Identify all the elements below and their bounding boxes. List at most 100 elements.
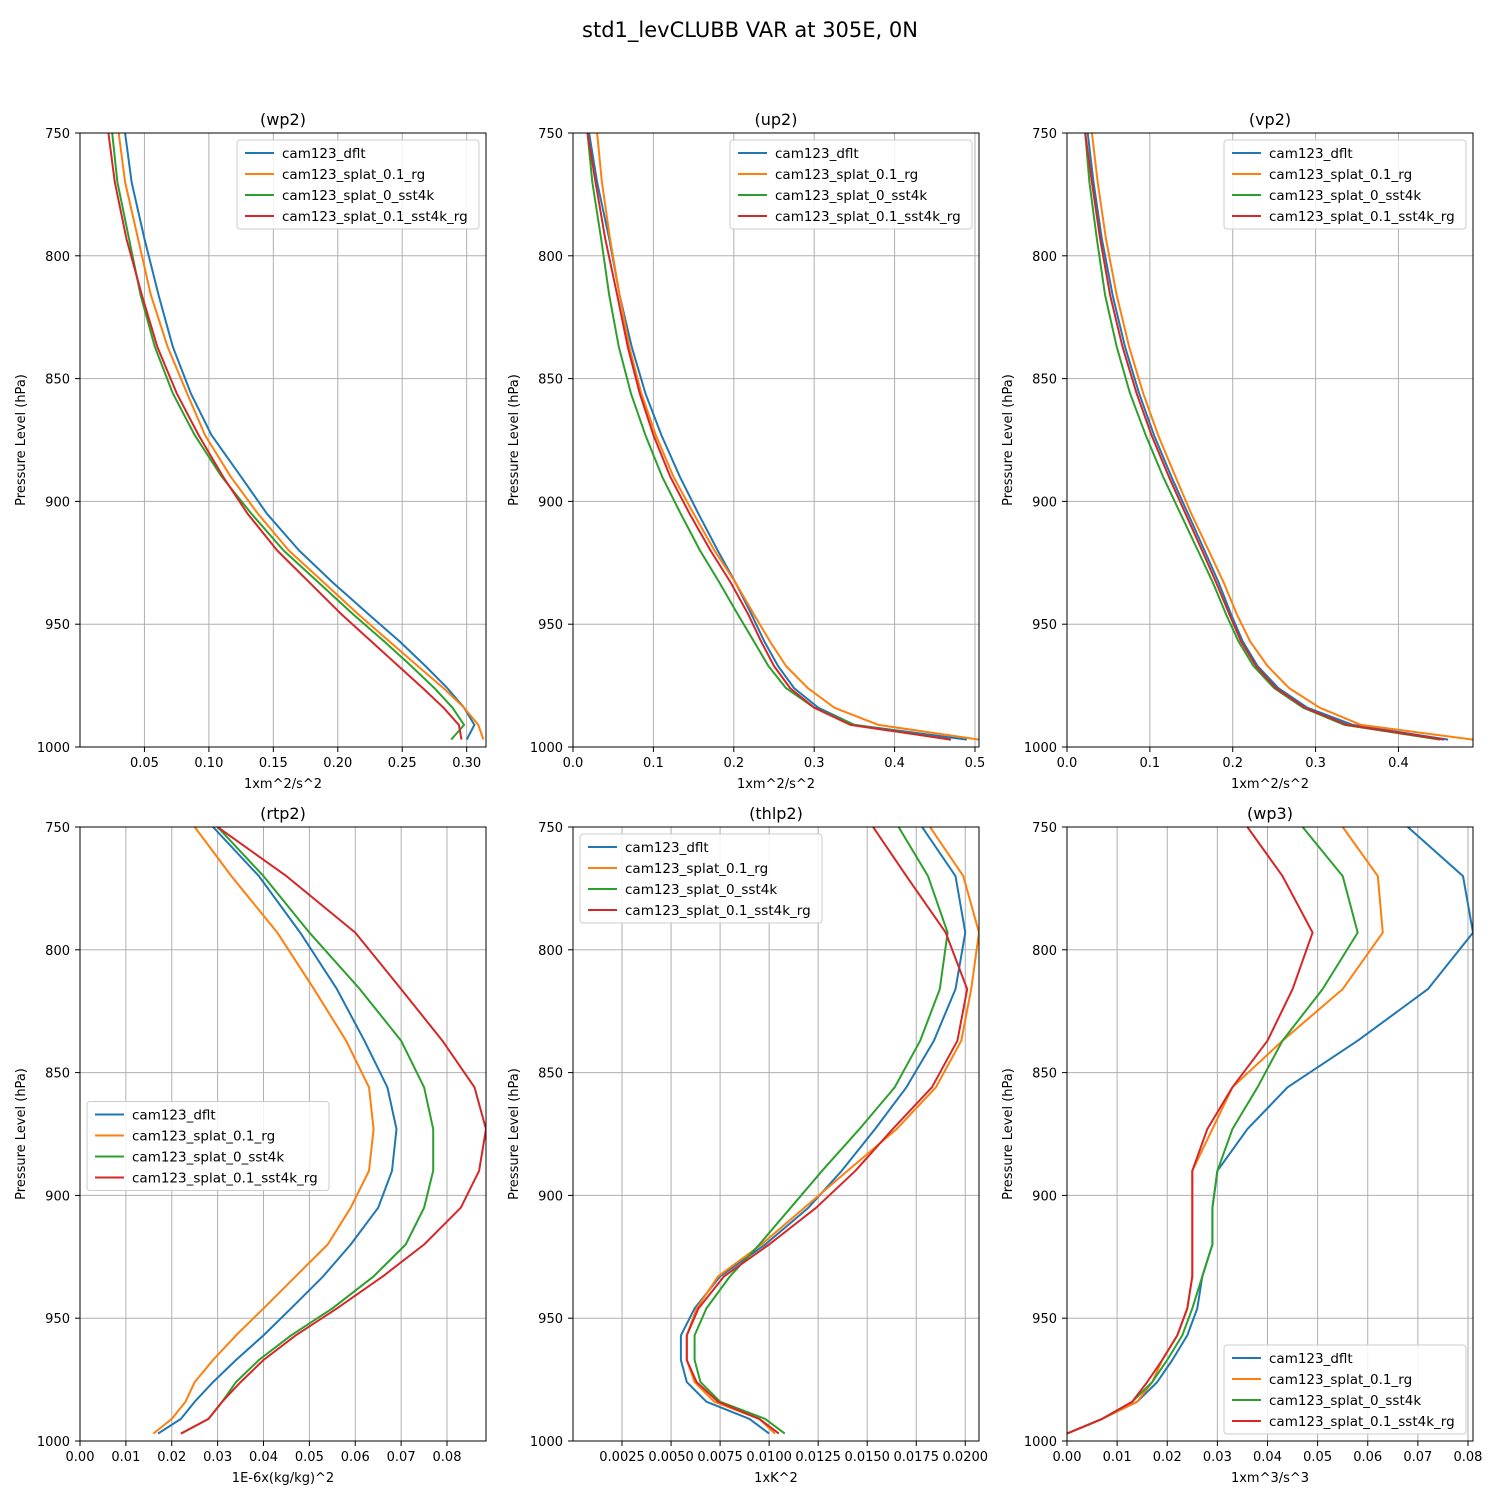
y-tick-label: 750 (538, 821, 563, 836)
x-tick-label: 0.03 (203, 1450, 232, 1465)
x-tick-label: 0.05 (1303, 1450, 1332, 1465)
legend-box (1223, 1344, 1467, 1435)
chart-panel-up2: 0.0 0.1 0.2 0.3 0.4 0.5 750 800 850 900 950 1000 (up… (507, 110, 985, 792)
series-line-cam123_splat_0.1_rg (117, 133, 485, 740)
legend-entry-label: cam123_dflt (1269, 1351, 1353, 1367)
y-tick-label: 750 (1032, 127, 1057, 142)
x-tick-label: 0.03 (1203, 1450, 1232, 1465)
series-line-cam123_dflt (124, 133, 476, 741)
x-tick-label: 0.04 (249, 1450, 278, 1465)
legend-entry-label: cam123_dflt (132, 1108, 216, 1124)
x-tick-label: 0.0100 (746, 1450, 792, 1465)
x-tick-label: 0.3 (804, 756, 825, 771)
legend-entry-label: cam123_splat_0.1_rg (1269, 167, 1412, 183)
chart-panel-wp2: 0.05 0.10 0.15 0.20 0.25 0.30 750 800 850 900 950 1… (14, 110, 487, 792)
series-line-cam123_splat_0.1_sst4k_rg (1084, 133, 1445, 741)
y-tick-label: 800 (1032, 944, 1057, 959)
y-tick-label: 900 (538, 495, 563, 510)
legend-entry-label: cam123_splat_0.1_sst4k_rg (1269, 209, 1455, 225)
y-tick-label: 900 (45, 495, 70, 510)
y-tick-label: 750 (45, 127, 70, 142)
y-tick-label: 900 (1032, 495, 1057, 510)
panel-title: (wp2) (260, 110, 306, 129)
y-tick-label: 850 (538, 373, 563, 388)
legend-entry-label: cam123_splat_0.1_rg (625, 861, 768, 877)
x-tick-label: 0.15 (259, 756, 288, 771)
x-tick-label: 0.4 (884, 756, 905, 771)
y-tick-label: 900 (1032, 1189, 1057, 1204)
legend-entry-label: cam123_splat_0.1_sst4k_rg (282, 209, 468, 225)
legend-entry-label: cam123_splat_0.1_sst4k_rg (625, 903, 811, 919)
x-tick-label: 0.05 (295, 1450, 324, 1465)
y-tick-label: 750 (538, 127, 563, 142)
panel-title: (vp2) (1249, 110, 1291, 129)
panel-title: (rtp2) (260, 804, 306, 823)
x-axis-label: 1xK^2 (754, 1471, 798, 1486)
chart-panel-wp3: 0.00 0.01 0.02 0.03 0.04 0.05 0.06 0.07 0.08 750 8… (1001, 804, 1482, 1486)
x-tick-label: 0.4 (1388, 756, 1409, 771)
x-tick-label: 0.0125 (795, 1450, 841, 1465)
legend-entry-label: cam123_dflt (1269, 146, 1353, 162)
y-tick-label: 950 (1032, 618, 1057, 633)
series-line-cam123_dflt (679, 827, 967, 1435)
x-axis-label: 1xm^2/s^2 (737, 777, 815, 792)
x-tick-label: 0.0025 (599, 1450, 645, 1465)
legend-box (1223, 139, 1467, 230)
legend-entry-label: cam123_splat_0_sst4k (775, 188, 927, 204)
y-tick-label: 1000 (530, 1435, 563, 1450)
y-axis-label: Pressure Level (hPa) (14, 1068, 29, 1200)
legend-box (729, 139, 973, 230)
x-axis-label: 1xm^3/s^3 (1231, 1471, 1309, 1486)
legend-entry-label: cam123_splat_0.1_sst4k_rg (1269, 1414, 1455, 1430)
series-line-cam123_splat_0.1_sst4k_rg (180, 827, 486, 1435)
legend-entry-label: cam123_splat_0.1_sst4k_rg (775, 209, 961, 225)
series-line-cam123_splat_0.1_sst4k_rg (586, 133, 952, 741)
axes-frame (79, 132, 487, 748)
axes-frame (1066, 826, 1474, 1442)
x-axis-label: 1E-6x(kg/kg)^2 (232, 1471, 334, 1486)
y-tick-label: 850 (1032, 373, 1057, 388)
x-tick-label: 0.02 (157, 1450, 186, 1465)
x-tick-label: 0.05 (130, 756, 159, 771)
y-tick-label: 750 (45, 821, 70, 836)
y-tick-label: 1000 (1024, 741, 1057, 756)
chart-panel-rtp2: 0.00 0.01 0.02 0.03 0.04 0.05 0.06 0.07 0.08 750 8… (14, 804, 487, 1486)
y-tick-label: 850 (45, 1067, 70, 1082)
series-line-cam123_splat_0_sst4k (586, 133, 952, 741)
x-tick-label: 0.01 (111, 1450, 140, 1465)
x-tick-label: 0.2 (1222, 756, 1243, 771)
x-tick-label: 0.0175 (893, 1450, 939, 1465)
y-axis-label: Pressure Level (hPa) (507, 1068, 522, 1200)
series-line-cam123_splat_0.1_rg (152, 827, 375, 1435)
legend-entry-label: cam123_splat_0_sst4k (282, 188, 434, 204)
legend-entry-label: cam123_splat_0_sst4k (132, 1150, 284, 1166)
x-tick-label: 0.0075 (697, 1450, 743, 1465)
legend-box (236, 139, 480, 230)
legend-entry-label: cam123_splat_0_sst4k (625, 882, 777, 898)
panel-title: (thlp2) (749, 804, 803, 823)
legend: cam123_dflt cam123_splat_0.1_rg cam123_spl… (579, 833, 823, 924)
series-line-cam123_splat_0.1_rg (596, 133, 979, 741)
legend-entry-label: cam123_splat_0.1_rg (1269, 1372, 1412, 1388)
y-tick-label: 950 (1032, 1312, 1057, 1327)
y-axis-label: Pressure Level (hPa) (14, 374, 29, 506)
legend-box (579, 833, 823, 924)
y-axis-label: Pressure Level (hPa) (507, 374, 522, 506)
legend-entry-label: cam123_splat_0.1_sst4k_rg (132, 1171, 318, 1187)
x-tick-label: 0.08 (433, 1450, 462, 1465)
legend-entry-label: cam123_dflt (625, 840, 709, 856)
y-tick-label: 800 (45, 250, 70, 265)
axes-frame (1066, 132, 1474, 748)
x-tick-label: 0.06 (341, 1450, 370, 1465)
y-tick-label: 850 (538, 1067, 563, 1082)
y-tick-label: 900 (45, 1189, 70, 1204)
legend: cam123_dflt cam123_splat_0.1_rg cam123_spl… (729, 139, 973, 230)
x-tick-label: 0.00 (66, 1450, 95, 1465)
x-tick-label: 0.0200 (943, 1450, 989, 1465)
x-tick-label: 0.02 (1153, 1450, 1182, 1465)
y-tick-label: 950 (538, 618, 563, 633)
x-axis-label: 1xm^2/s^2 (244, 777, 322, 792)
x-tick-label: 0.07 (387, 1450, 416, 1465)
series-line-cam123_splat_0_sst4k (1067, 827, 1359, 1435)
